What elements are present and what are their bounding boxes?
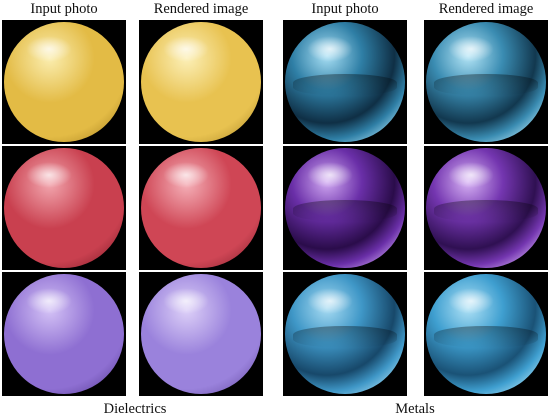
sphere-image: [424, 20, 548, 144]
specular-highlight: [307, 288, 353, 314]
sphere-image: [283, 146, 407, 270]
sphere-image: [424, 146, 548, 270]
specular-highlight: [26, 288, 72, 314]
sphere-image: [424, 272, 548, 396]
sphere-image: [283, 20, 407, 144]
blue-metal-sphere: [285, 22, 405, 142]
column-title-input-photo: Input photo: [30, 1, 98, 17]
column-title-rendered-image: Rendered image: [153, 1, 249, 17]
specular-highlight: [26, 36, 72, 62]
group-label-metals: Metals: [395, 401, 435, 417]
sphere-image: [2, 146, 126, 270]
column-title-rendered-image: Rendered image: [438, 1, 534, 17]
specular-highlight: [163, 162, 209, 188]
reflected-horizon: [434, 74, 538, 96]
sphere-image: [139, 20, 263, 144]
reflected-horizon: [434, 200, 538, 222]
sphere-image: [139, 146, 263, 270]
red-dielectric-sphere: [141, 148, 261, 268]
red-dielectric-sphere: [4, 148, 124, 268]
specular-highlight: [307, 162, 353, 188]
reflected-horizon: [293, 200, 397, 222]
reflected-horizon: [293, 326, 397, 348]
group-label-dielectrics: Dielectrics: [103, 401, 167, 417]
blue-metal-sphere: [426, 22, 546, 142]
reflected-horizon: [434, 326, 538, 348]
specular-highlight: [448, 162, 494, 188]
cyan-metal-sphere: [285, 274, 405, 394]
sphere-image: [139, 272, 263, 396]
lavender-dielectric-sphere: [141, 274, 261, 394]
lavender-dielectric-sphere: [4, 274, 124, 394]
reflected-horizon: [293, 74, 397, 96]
purple-metal-sphere: [426, 148, 546, 268]
purple-metal-sphere: [285, 148, 405, 268]
specular-highlight: [26, 162, 72, 188]
column-title-input-photo: Input photo: [311, 1, 379, 17]
sphere-image: [283, 272, 407, 396]
yellow-dielectric-sphere: [4, 22, 124, 142]
sphere-image: [2, 20, 126, 144]
specular-highlight: [307, 36, 353, 62]
specular-highlight: [163, 36, 209, 62]
specular-highlight: [448, 288, 494, 314]
specular-highlight: [448, 36, 494, 62]
cyan-metal-sphere: [426, 274, 546, 394]
specular-highlight: [163, 288, 209, 314]
sphere-image: [2, 272, 126, 396]
yellow-dielectric-sphere: [141, 22, 261, 142]
